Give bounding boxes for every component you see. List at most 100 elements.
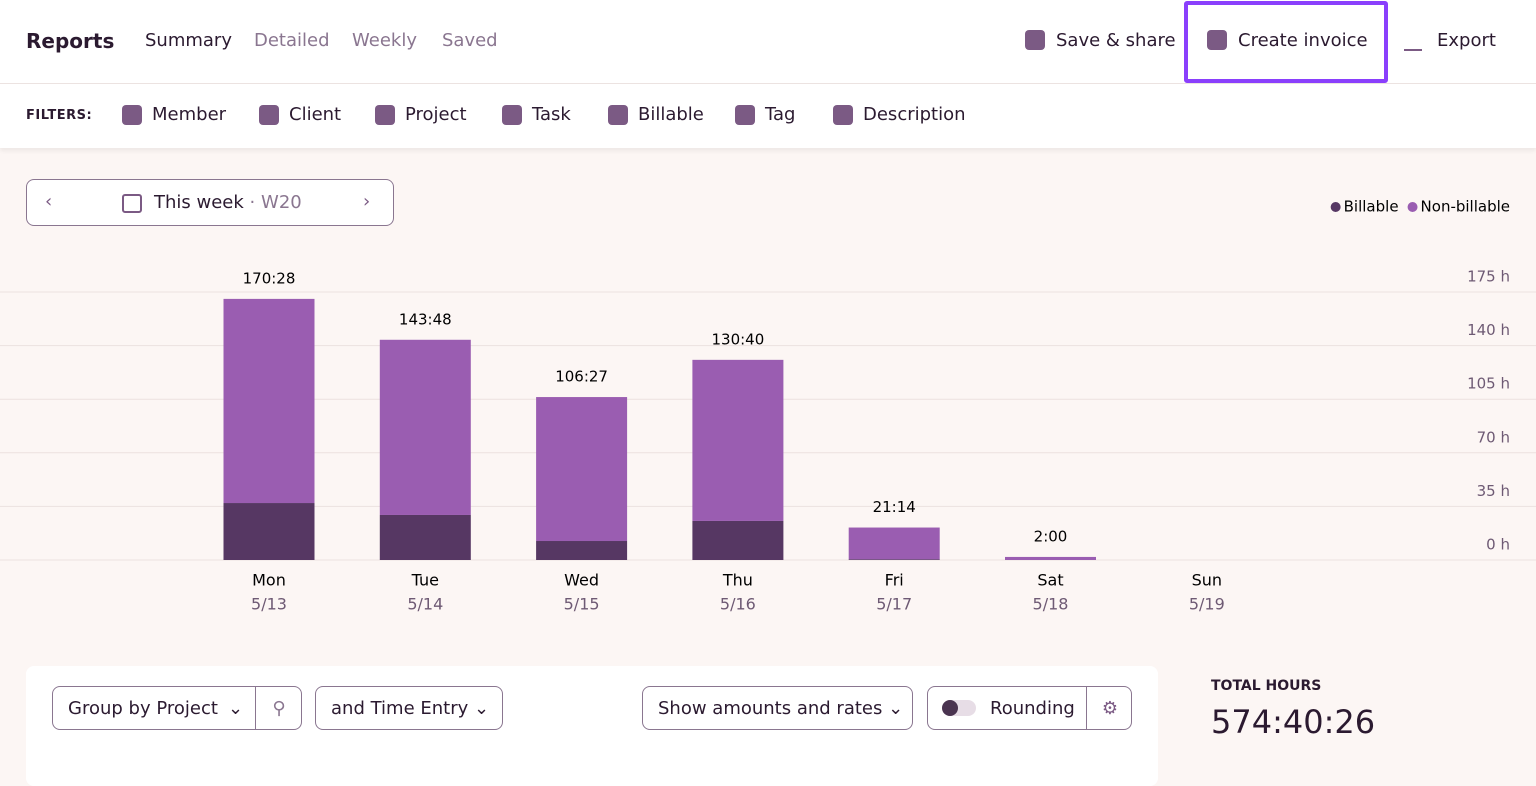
save-icon [1025, 30, 1045, 50]
bar-segment [692, 520, 784, 560]
total-label: 143:48 [399, 310, 452, 328]
date-picker[interactable]: ‹ This week · W20 › [26, 179, 394, 226]
filter-label: Client [289, 104, 342, 125]
y-tick-label: 35 h [1477, 482, 1510, 500]
separator: · [249, 192, 256, 213]
x-tick-label: Sat [1037, 571, 1063, 590]
bar-segment [1005, 556, 1096, 560]
bar-segment [848, 559, 940, 560]
y-tick-label: 175 h [1467, 268, 1510, 286]
export-button[interactable]: Export [1437, 30, 1496, 51]
amounts-dropdown[interactable]: Show amounts and rates ⌄ [642, 686, 913, 730]
header: Reports Summary Detailed Weekly Saved Sa… [0, 0, 1536, 84]
week-label: W20 [261, 192, 302, 213]
x-tick-label: Sun [1192, 571, 1222, 590]
filter-item[interactable]: Project [375, 104, 467, 125]
filter-item[interactable]: Task [502, 104, 571, 125]
total-hours-label: TOTAL HOURS [1211, 678, 1322, 694]
bar-segment [536, 541, 628, 560]
bar-segment [536, 397, 628, 542]
rounding-label: Rounding [990, 698, 1075, 719]
range-label: This week [154, 192, 244, 213]
bar-segment [848, 527, 940, 560]
filter-label: Billable [638, 104, 704, 125]
tab[interactable]: Weekly [352, 30, 417, 51]
x-date-label: 5/13 [251, 595, 287, 614]
date-range: This week · W20 [154, 192, 302, 213]
prev-arrow[interactable]: ‹ [45, 191, 53, 212]
total-hours-value: 574:40:26 [1211, 703, 1376, 741]
settings-button[interactable]: ⚙ [1086, 687, 1133, 729]
x-date-label: 5/19 [1189, 595, 1225, 614]
x-date-label: 5/16 [720, 595, 756, 614]
total-label: 170:28 [243, 269, 296, 287]
bar-segment [223, 298, 315, 504]
x-tick-label: Wed [564, 571, 599, 590]
legend-dot [1407, 202, 1418, 212]
chart: 0 h 35 h 70 h 105 h 140 h 175 h Non-billable Bi… [0, 198, 1536, 614]
secondary-group[interactable]: and Time Entry ⌄ [315, 686, 503, 730]
export-icon [1404, 31, 1422, 51]
group-by[interactable]: Group by Project [68, 698, 218, 719]
x-date-label: 5/15 [564, 595, 600, 614]
total-label: 2:00 [1034, 527, 1068, 545]
filter-icon [502, 105, 522, 125]
legend-label: Non-billable [1421, 198, 1510, 216]
filter-icon [833, 105, 853, 125]
filter-label: Task [532, 104, 571, 125]
total-label: 106:27 [555, 367, 608, 385]
filter-icon [122, 105, 142, 125]
filter-item[interactable]: Description [833, 104, 966, 125]
filter-icon [735, 105, 755, 125]
filter-item[interactable]: Tag [735, 104, 795, 125]
filter-icon [259, 105, 279, 125]
filter-icon [375, 105, 395, 125]
x-tick-label: Mon [252, 571, 286, 590]
tab[interactable]: Saved [442, 30, 498, 51]
total-label: 130:40 [712, 330, 765, 348]
filter-icon [608, 105, 628, 125]
filter-label: Description [863, 104, 966, 125]
x-tick-label: Tue [411, 571, 439, 590]
filter-label: Member [152, 104, 227, 125]
filter-label: Project [405, 104, 467, 125]
x-tick-label: Thu [722, 571, 753, 590]
rounding-control[interactable]: Rounding ⚙ [927, 686, 1132, 730]
amounts-label: Show amounts and rates [658, 698, 883, 719]
legend-dot [1330, 202, 1341, 212]
search-button[interactable]: ⚲ [255, 687, 302, 729]
tab[interactable]: Summary [145, 30, 232, 51]
page-title: Reports [26, 29, 115, 53]
next-arrow[interactable]: › [363, 191, 371, 212]
y-tick-label: 140 h [1467, 321, 1510, 339]
calendar-icon [122, 194, 142, 213]
bar-segment [379, 514, 471, 560]
y-tick-label: 0 h [1486, 536, 1510, 554]
toggle[interactable] [942, 700, 976, 716]
x-tick-label: Fri [885, 571, 904, 590]
filter-item[interactable]: Member [122, 104, 226, 125]
caret: ⌄ [228, 698, 244, 719]
secondary-label: and Time Entry [331, 698, 469, 719]
save-share-button[interactable]: Save & share [1056, 30, 1176, 51]
highlight [1184, 1, 1388, 83]
legend-label: Billable [1344, 198, 1399, 216]
filter-item[interactable]: Billable [608, 104, 704, 125]
invoice-icon [1207, 30, 1227, 50]
y-tick-label: 105 h [1467, 375, 1510, 393]
group-by-control[interactable]: Group by Project ⌄ ⚲ [52, 686, 302, 730]
y-tick-label: 70 h [1477, 428, 1510, 446]
filter-bar: FILTERS: Member Client Project Task Billable… [0, 84, 1536, 148]
filter-item[interactable]: Client [259, 104, 341, 125]
bar-segment [692, 359, 784, 521]
x-date-label: 5/17 [876, 595, 912, 614]
x-date-label: 5/14 [407, 595, 443, 614]
bar-segment [223, 503, 315, 560]
create-invoice-button[interactable]: Create invoice [1238, 30, 1368, 51]
x-date-label: 5/18 [1033, 595, 1069, 614]
total-label: 21:14 [873, 498, 916, 516]
filters-label: FILTERS: [26, 108, 93, 123]
tab[interactable]: Detailed [254, 30, 330, 51]
filter-label: Tag [765, 104, 796, 125]
